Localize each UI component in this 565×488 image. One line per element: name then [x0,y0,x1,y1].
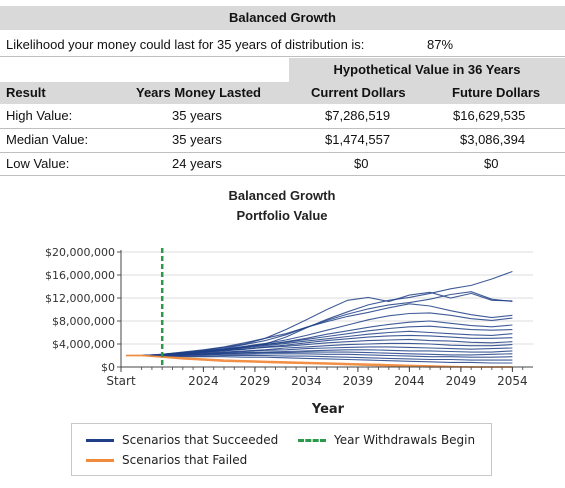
row-future: $3,086,394 [460,132,526,147]
column-header-future: Future Dollars [452,85,541,100]
legend-item-withdrawal: Year Withdrawals Begin [298,432,475,448]
row-divider [0,175,565,176]
row-years: 35 years [172,132,222,147]
y-tick-label: $4,000,000 [52,338,115,351]
table-row: High Value: 35 years $7,286,519 $16,629,… [0,106,565,128]
legend-swatch-succeeded [86,438,114,442]
chart-subtitle: Portfolio Value [236,208,327,223]
x-tick-label: 2029 [240,374,271,388]
hypothetical-value-header: Hypothetical Value in 36 Years [289,58,565,82]
y-tick-label: $20,000,000 [45,246,115,259]
column-header-years: Years Money Lasted [136,85,261,100]
portfolio-title: Balanced Growth [229,10,336,25]
row-label: Median Value: [6,132,89,147]
y-tick-label: $16,000,000 [45,269,115,282]
y-tick-label: $8,000,000 [52,315,115,328]
row-current: $7,286,519 [325,108,391,123]
column-header-result: Result [6,85,46,100]
x-axis-title: Year [311,402,345,417]
x-tick-label: 2039 [343,374,374,388]
x-tick-label: 2044 [394,374,425,388]
row-current: $0 [354,156,369,171]
portfolio-value-chart: Balanced Growth Portfolio Value Year $0 $… [45,188,533,417]
legend-label-withdrawal: Year Withdrawals Begin [334,433,476,447]
series-line-succeeded-3 [126,303,513,357]
table-header-row: Result Years Money Lasted Current Dollar… [0,82,565,104]
legend-item-failed: Scenarios that Failed [86,452,247,468]
x-tick-label: 2034 [291,374,322,388]
chart-legend: Scenarios that Succeeded Year Withdrawal… [71,423,492,476]
series-line-succeeded-6 [126,325,513,357]
series-line-succeeded-9 [126,338,513,357]
row-label: Low Value: [6,156,70,171]
row-label: High Value: [6,108,73,123]
legend-swatch-withdrawal [298,438,326,442]
row-future: $16,629,535 [453,108,526,123]
series-line-succeeded-13 [126,351,513,357]
row-future: $0 [484,156,499,171]
legend-label-failed: Scenarios that Failed [122,453,248,467]
legend-item-succeeded: Scenarios that Succeeded [86,432,278,448]
series-line-succeeded-16 [126,354,513,364]
x-tick-label: 2049 [446,374,477,388]
hypothetical-value-title: Hypothetical Value in 36 Years [333,62,521,77]
portfolio-title-band: Balanced Growth [0,6,565,30]
legend-swatch-failed [86,458,114,462]
likelihood-value: 87% [427,37,454,52]
column-header-current: Current Dollars [311,85,406,100]
series-line-failed-17 [126,354,513,368]
table-row: Median Value: 35 years $1,474,557 $3,086… [0,130,565,152]
legend-label-succeeded: Scenarios that Succeeded [122,433,279,447]
chart-title: Balanced Growth [229,188,336,203]
row-current: $1,474,557 [325,132,391,147]
x-tick-label: 2024 [188,374,219,388]
table-row: Low Value: 24 years $0 $0 [0,154,565,176]
series-line-succeeded-14 [126,353,513,358]
y-tick-label: $12,000,000 [45,292,115,305]
row-divider [0,152,565,153]
row-years: 24 years [172,156,222,171]
likelihood-divider [0,56,565,57]
row-divider [0,128,565,129]
series-line-succeeded-11 [126,346,513,357]
x-tick-label: Start [106,374,136,388]
row-years: 35 years [172,108,222,123]
likelihood-row: Likelihood your money could last for 35 … [0,36,565,56]
series-line-succeeded-15 [126,354,513,361]
x-tick-label: 2054 [497,374,528,388]
likelihood-label: Likelihood your money could last for 35 … [6,37,365,52]
y-tick-label: $0 [101,361,115,374]
